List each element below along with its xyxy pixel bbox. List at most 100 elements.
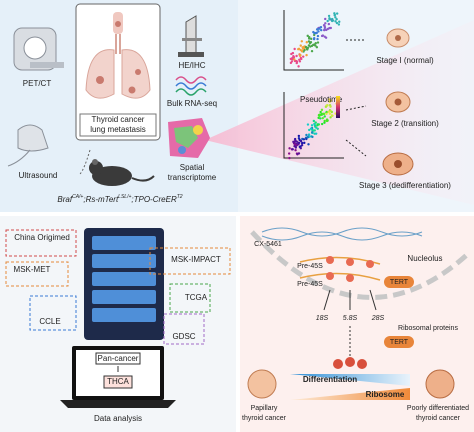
cell-dot bbox=[316, 37, 319, 41]
tert-box bbox=[384, 336, 414, 348]
cell-dot bbox=[334, 20, 337, 23]
cell-dot bbox=[297, 47, 301, 50]
cell-dot bbox=[288, 147, 291, 150]
cell-dot bbox=[310, 131, 314, 134]
cell-dot bbox=[298, 54, 302, 58]
cell-dot bbox=[295, 54, 298, 58]
label: thyroid cancer bbox=[242, 415, 287, 422]
cell-dot bbox=[319, 117, 322, 120]
ribosomes bbox=[333, 357, 367, 369]
microscope bbox=[178, 15, 204, 57]
cell-dot bbox=[312, 119, 316, 123]
differentiation-wedge bbox=[290, 374, 410, 386]
label: Ultrasound bbox=[19, 171, 58, 180]
cell-dot bbox=[328, 18, 331, 21]
cell-dot bbox=[309, 127, 313, 130]
cell-dot bbox=[293, 58, 296, 61]
spatial-slice bbox=[168, 118, 210, 158]
cell-dot bbox=[314, 126, 318, 129]
cell-dot bbox=[308, 128, 311, 132]
cell-dot bbox=[287, 152, 291, 155]
rrna: 5.8S bbox=[343, 315, 358, 322]
connectors bbox=[345, 39, 367, 157]
rna-icon bbox=[175, 76, 207, 96]
cell-dot bbox=[309, 45, 312, 48]
rrna: 18S bbox=[316, 315, 329, 322]
cell-dot bbox=[320, 28, 323, 32]
label: HE/IHC bbox=[178, 61, 205, 70]
cell-dot bbox=[307, 143, 310, 146]
cell-dot bbox=[313, 36, 316, 40]
cell-dot bbox=[310, 37, 313, 41]
polymerases bbox=[326, 256, 374, 282]
label: Thyroid cancer bbox=[92, 115, 145, 124]
cell-dot bbox=[301, 137, 304, 141]
lung-label-box bbox=[79, 113, 157, 137]
cell-dot bbox=[308, 135, 311, 138]
cell-dot bbox=[321, 116, 324, 120]
cell-dot bbox=[329, 116, 332, 119]
cell-dot bbox=[312, 33, 316, 37]
cell-dot bbox=[331, 19, 335, 22]
cell-dot bbox=[316, 123, 319, 127]
cell-dot bbox=[325, 112, 328, 116]
gene: ;TPO-CreER bbox=[131, 195, 177, 204]
label: Pseudotime bbox=[300, 95, 343, 104]
cell-dot bbox=[313, 129, 316, 132]
cell-dot bbox=[314, 121, 317, 124]
label: Pre-45S bbox=[297, 263, 323, 270]
cell-dot bbox=[326, 104, 329, 107]
arrows bbox=[323, 289, 377, 311]
label: Bulk RNA-seq bbox=[167, 99, 217, 108]
cell-dot bbox=[311, 135, 314, 139]
cell-dot bbox=[335, 21, 339, 25]
cell-dot bbox=[300, 57, 303, 61]
drug: CX-5461 bbox=[254, 241, 282, 248]
stage-label: Stage I (normal) bbox=[376, 56, 434, 65]
cell-dot bbox=[302, 55, 305, 58]
cell-dot bbox=[317, 30, 320, 33]
label: Spatial bbox=[180, 163, 205, 172]
laptop-text: THCA bbox=[107, 377, 129, 386]
cell-dot bbox=[320, 122, 324, 126]
cell-dot bbox=[307, 133, 311, 136]
cell-dot bbox=[298, 60, 302, 63]
cell-dot bbox=[329, 109, 332, 112]
pet-ct-icon bbox=[13, 27, 64, 71]
genotype: BrafCA/+;Rs-mTertLSL/+;TPO-CreERT2 bbox=[57, 194, 182, 204]
lungs bbox=[85, 12, 151, 99]
cell-dot bbox=[300, 141, 304, 145]
laptop bbox=[60, 346, 176, 408]
cell-dot bbox=[333, 12, 336, 15]
cell-dot bbox=[290, 60, 294, 63]
label: transcriptome bbox=[168, 173, 217, 182]
stage-label: Stage 3 (dedifferentiation) bbox=[359, 181, 451, 190]
cell-dot bbox=[324, 22, 327, 25]
cell-dot bbox=[313, 43, 316, 46]
cell-dot bbox=[322, 23, 326, 27]
pseudotime-plot bbox=[283, 92, 344, 160]
cell-dot bbox=[314, 41, 317, 45]
cell-dot bbox=[333, 14, 336, 17]
caption: Data analysis bbox=[94, 414, 142, 423]
allele: LSL/+ bbox=[118, 194, 131, 200]
cell-dot bbox=[323, 121, 326, 124]
cell-dot bbox=[309, 40, 313, 44]
cell-dot bbox=[327, 110, 330, 114]
cell-dot bbox=[321, 112, 324, 116]
cell-dot bbox=[314, 132, 318, 135]
cell-dot bbox=[323, 115, 326, 118]
db-label: MSK-MET bbox=[14, 265, 51, 274]
cell-dot bbox=[337, 23, 341, 26]
colorbar bbox=[336, 96, 340, 118]
cell-dot bbox=[294, 143, 297, 146]
cell-dot bbox=[310, 49, 314, 53]
cell-dot bbox=[305, 41, 308, 44]
cell-dot bbox=[324, 105, 328, 109]
allele: CA/+ bbox=[72, 194, 83, 200]
tert: TERT bbox=[390, 279, 409, 286]
dna bbox=[261, 227, 423, 241]
label: Nucleolus bbox=[407, 254, 442, 263]
stage-cells bbox=[382, 28, 414, 176]
